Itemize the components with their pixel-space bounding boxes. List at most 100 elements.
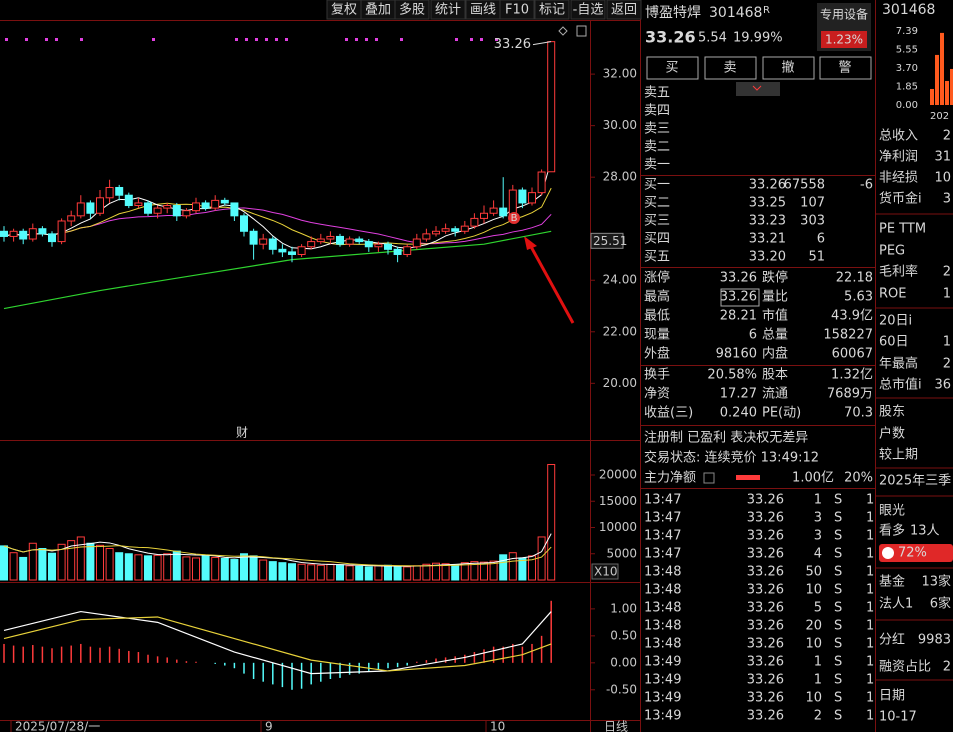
mini-tick: 3.70 [896,63,918,74]
tick-count: 1 [866,529,874,544]
price-marker-box [590,232,624,249]
signal-dot [265,38,268,41]
ask-label: 卖一 [644,158,670,173]
trade-button-label: 卖 [723,61,736,76]
sector-change: 1.23% [825,33,863,47]
signal-dot [285,38,288,41]
volume-bar [518,557,527,581]
volume-bar [345,565,354,581]
volume-bar [528,555,536,581]
toolbar-button[interactable] [499,0,535,20]
candle-body [384,243,392,250]
side-label: 户数 [879,426,905,442]
stat-value: 5.63 [844,290,873,305]
volume-bar [172,550,181,581]
volume-bar [364,566,373,581]
stock-name: 博盈特焊 [645,4,701,21]
stat-value: 28.21 [720,309,757,324]
volume-bar [480,561,488,581]
stat-label: 最低 [644,309,670,324]
sector-change-box [821,31,867,48]
signal-dot [365,38,368,41]
tick-side: S [834,655,842,670]
signal-dot [45,38,48,41]
trade-button[interactable] [704,56,757,80]
candle-body [240,215,248,232]
stat-label: 换手 [644,368,670,383]
candle-body [393,248,402,255]
candle-body [403,246,412,255]
side-label: 总收入 [879,129,918,144]
tick-volume: 1 [814,655,822,670]
tick-count: 1 [866,583,874,598]
signal-dot [152,38,155,41]
trade-button[interactable] [646,56,699,80]
stat-value: 7689万 [827,387,873,402]
stat-value: 6 [749,328,757,343]
tick-count: 1 [866,673,874,688]
volume-bar [268,561,277,581]
flow-label: 主力净额 [644,471,696,486]
toolbar-button[interactable] [534,0,570,20]
dif-line [3,610,552,675]
side-value: 10 [934,171,951,186]
bid-volume: 6 [817,232,825,247]
ma5-line [3,159,552,250]
unit-box [591,563,619,580]
tick-volume: 5 [814,601,822,616]
candle-body [451,228,460,232]
volume-bar [153,554,162,581]
toolbar-button[interactable] [570,0,606,20]
toolbar-button[interactable] [606,0,642,20]
stock-code: 301468 [709,5,762,21]
chart-icons [558,25,587,37]
signal-dot [5,38,8,41]
toolbar-label: 复权 [331,2,357,18]
ma20-line [3,207,552,245]
signal-dot [455,38,458,41]
trade-button[interactable] [819,56,872,80]
candle-body [28,228,37,240]
stat-label: 收益(三) [644,406,693,421]
tick-time: 13:47 [644,547,681,562]
side-label: 2025年三季 [879,474,951,489]
toolbar-label: 统计 [435,3,461,18]
toolbar-button[interactable] [430,0,466,20]
tick-price: 33.26 [747,709,784,724]
candle-body [537,171,546,194]
bid-price: 33.21 [749,232,786,247]
candle-body [278,248,287,253]
trade-button[interactable] [762,56,815,80]
stat-value: 43.9亿 [831,309,873,324]
side-value: 6家 [930,596,951,612]
side-label: 法人1 [879,597,913,612]
price-marker: 25.51 [593,234,627,248]
stat-value: 17.27 [720,387,757,402]
volume-bar [115,552,124,581]
bid-price: 33.25 [749,196,786,211]
candle-body [192,202,200,212]
tick-count: 1 [866,655,874,670]
toolbar-label: 画线 [470,3,496,18]
signal-dot [255,38,258,41]
toolbar-label: 多股 [399,2,425,18]
candle-body [182,210,191,217]
bid-price: 33.20 [749,250,786,265]
period-label: 日线 [604,720,628,732]
stat-value: 158227 [823,328,873,343]
tick-side: S [834,673,842,688]
toolbar-button[interactable] [394,0,430,20]
mini-tick: 7.39 [896,26,918,37]
tick-volume: 3 [814,511,822,526]
signal-dot [80,38,83,41]
tick-volume: 1 [814,493,822,508]
volume-bar [432,562,440,581]
side-label: PEG [879,244,905,259]
side-label: 基金 [879,574,905,590]
volume-bar [326,563,335,581]
tick-count: 1 [866,565,874,580]
stat-label: 量比 [762,290,788,305]
stat-label: 市值 [762,308,788,324]
candle-body [163,205,172,209]
side-label: 货币金i [879,191,922,207]
